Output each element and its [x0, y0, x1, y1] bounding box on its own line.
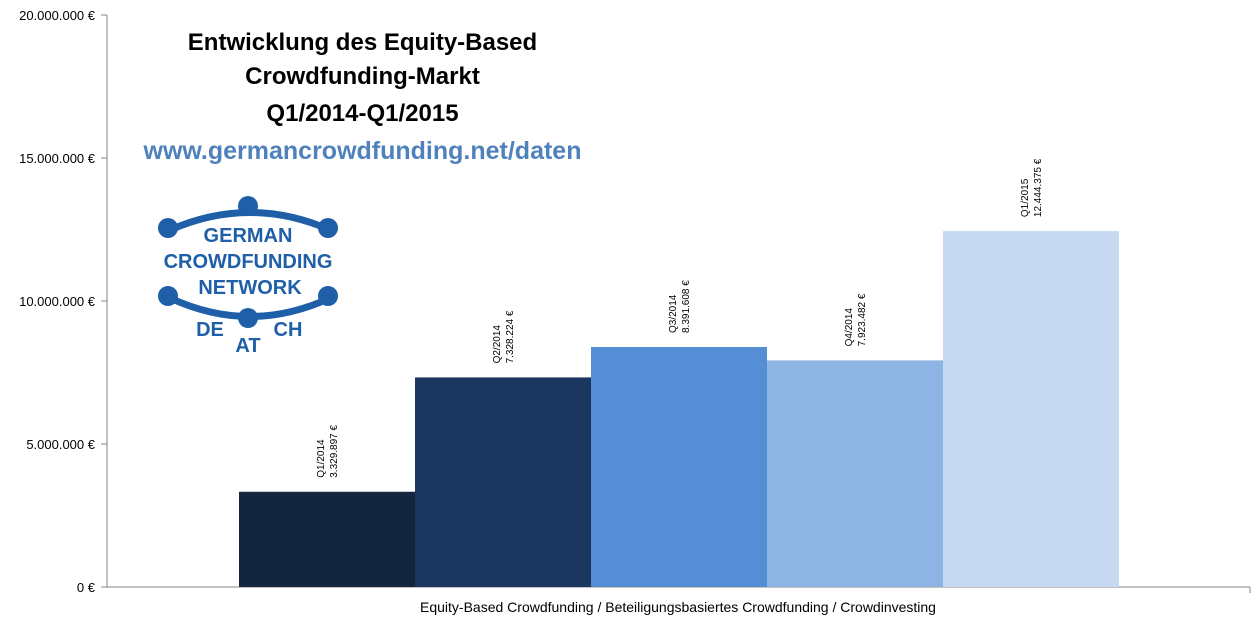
data-label-series: Q4/2014	[844, 308, 855, 347]
data-label-group: Q1/2015 12.444.375 €	[1020, 158, 1044, 217]
data-label-value: 7.923.482 €	[857, 293, 868, 346]
bars	[239, 231, 1119, 587]
logo-text-ch: CH	[274, 319, 303, 341]
y-tick-label: 0 €	[77, 580, 96, 595]
data-label-value: 12.444.375 €	[1033, 158, 1044, 217]
data-label-group: Q4/2014 7.923.482 €	[844, 293, 868, 346]
logo-text-german: GERMAN	[204, 225, 293, 247]
chart-title-line-2: Crowdfunding-Markt	[245, 63, 480, 90]
data-label-group: Q3/2014 8.391.608 €	[668, 280, 692, 333]
logo-dot-top-center	[238, 196, 258, 216]
bar-q2-2014	[415, 377, 591, 587]
logo-text-de: DE	[196, 319, 224, 341]
logo-dot-top-right	[318, 218, 338, 238]
y-tick-label: 5.000.000 €	[26, 437, 95, 452]
bar-q4-2014	[767, 360, 943, 587]
logo-dot-top-left	[158, 218, 178, 238]
logo-dot-bottom-right	[318, 286, 338, 306]
data-label-group: Q2/2014 7.328.224 €	[492, 310, 516, 363]
logo-text-network: NETWORK	[198, 277, 302, 299]
bar-q3-2014	[591, 347, 767, 587]
chart-title-line-3: Q1/2014-Q1/2015	[266, 100, 459, 127]
bar-q1-2014	[239, 491, 415, 587]
data-label-series: Q2/2014	[492, 325, 503, 364]
y-tick-label: 15.000.000 €	[19, 151, 96, 166]
chart-title-line-1: Entwicklung des Equity-Based	[187, 29, 538, 56]
x-axis-category-label: Equity-Based Crowdfunding / Beteiligungs…	[420, 599, 936, 615]
data-label-value: 7.328.224 €	[505, 310, 516, 363]
german-crowdfunding-network-logo: GERMAN CROWDFUNDING NETWORK DE AT CH	[158, 196, 338, 357]
logo-dot-bottom-left	[158, 286, 178, 306]
bar-q1-2015	[943, 231, 1119, 587]
data-label-series: Q1/2015	[1020, 178, 1031, 217]
data-label-series: Q1/2014	[316, 439, 327, 478]
source-url: www.germancrowdfunding.net/daten	[143, 137, 582, 165]
data-label-group: Q1/2014 3.329.897 €	[316, 424, 340, 477]
logo-text-crowdfunding: CROWDFUNDING	[164, 251, 333, 273]
data-label-value: 3.329.897 €	[329, 424, 340, 477]
y-tick-label: 10.000.000 €	[19, 294, 96, 309]
data-label-value: 8.391.608 €	[681, 280, 692, 333]
y-ticks: 0 € 5.000.000 € 10.000.000 € 15.000.000 € 20…	[19, 8, 107, 595]
logo-text-at: AT	[235, 335, 260, 357]
data-labels: Q1/2014 3.329.897 € Q2/2014 7.328.224 € Q3/2…	[316, 158, 1044, 478]
y-tick-label: 20.000.000 €	[19, 8, 96, 23]
logo-dot-bottom-center	[238, 308, 258, 328]
data-label-series: Q3/2014	[668, 294, 679, 333]
